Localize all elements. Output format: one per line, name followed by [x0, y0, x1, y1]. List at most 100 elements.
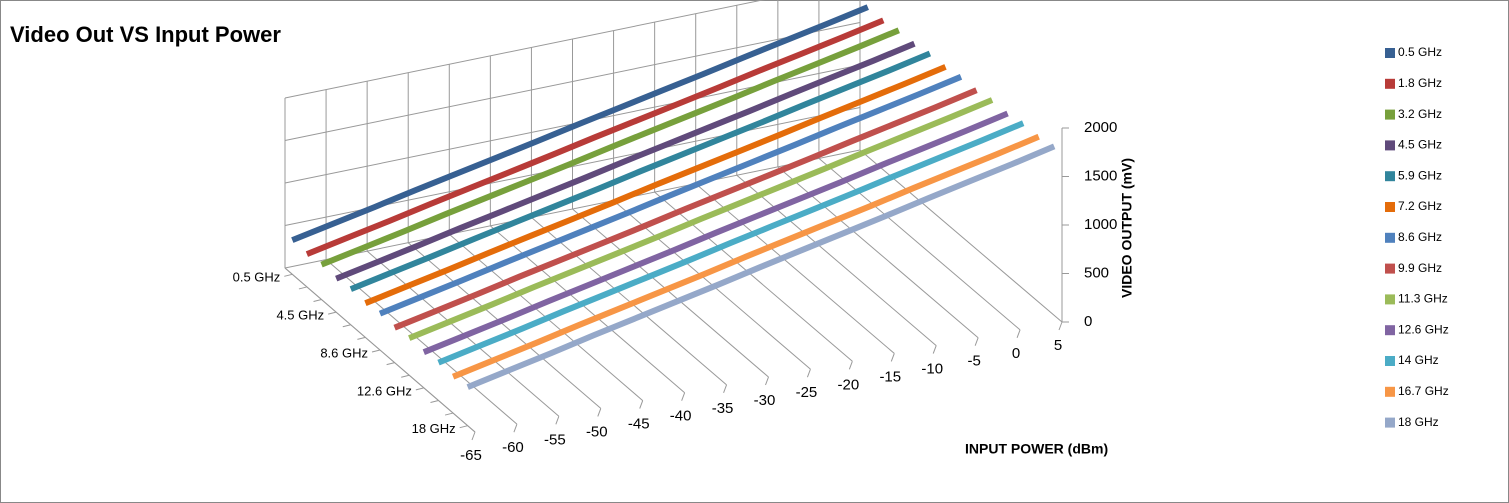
- series-line: [422, 110, 1009, 355]
- legend-label: 14 GHz: [1398, 353, 1439, 367]
- legend-label: 5.9 GHz: [1398, 168, 1442, 182]
- x-tick-mark: [848, 361, 853, 370]
- floor-grid-line: [572, 208, 769, 378]
- depth-tick-mark: [357, 336, 366, 340]
- depth-tick-mark: [313, 299, 322, 303]
- legend-swatch: [1385, 78, 1395, 89]
- series-line: [408, 97, 994, 341]
- floor-grid-line: [736, 174, 937, 346]
- y-axis-label: VIDEO OUTPUT (mV): [1119, 158, 1135, 298]
- legend-swatch: [1385, 48, 1395, 58]
- series-line: [451, 133, 1040, 380]
- legend-label: 4.5 GHz: [1398, 138, 1442, 152]
- series-line: [437, 120, 1025, 366]
- x-tick-label: -30: [754, 392, 776, 409]
- x-tick-label: -20: [838, 376, 860, 393]
- depth-tick-mark: [444, 412, 454, 416]
- legend-label: 3.2 GHz: [1398, 107, 1442, 121]
- x-tick-mark: [974, 337, 979, 346]
- depth-tick-mark: [459, 425, 468, 429]
- series-line: [393, 87, 978, 331]
- depth-tick-label: 18 GHz: [412, 421, 456, 436]
- depth-tick-mark: [284, 273, 293, 277]
- depth-tick-mark: [386, 362, 395, 366]
- x-tick-mark: [890, 353, 895, 362]
- y-tick-label: 2000: [1084, 119, 1117, 136]
- x-tick-label: 5: [1054, 337, 1062, 354]
- series-line: [378, 74, 963, 317]
- legend-swatch: [1385, 325, 1395, 336]
- floor-grid-line: [818, 158, 1021, 331]
- legend-swatch: [1385, 263, 1395, 274]
- legend-swatch: [1385, 140, 1395, 151]
- x-tick-label: -35: [712, 400, 734, 417]
- series-line: [320, 27, 900, 268]
- legend-swatch: [1385, 356, 1395, 366]
- depth-tick-mark: [401, 374, 410, 378]
- legend-label: 18 GHz: [1398, 415, 1439, 429]
- series-line: [305, 17, 885, 257]
- x-tick-mark: [555, 416, 560, 425]
- x-tick-label: -65: [460, 447, 482, 464]
- x-tick-mark: [597, 408, 602, 417]
- depth-tick-mark: [342, 324, 351, 328]
- depth-tick-label: 4.5 GHz: [276, 308, 324, 323]
- x-tick-label: -40: [670, 408, 692, 425]
- legend-label: 16.7 GHz: [1398, 384, 1449, 398]
- legend-swatch: [1385, 232, 1395, 243]
- x-tick-label: -15: [879, 368, 901, 385]
- legend-label: 9.9 GHz: [1398, 261, 1442, 275]
- legend-label: 0.5 GHz: [1398, 45, 1442, 59]
- x-tick-mark: [639, 400, 644, 409]
- legend-swatch: [1385, 417, 1395, 428]
- series-line: [364, 64, 947, 306]
- x-tick-mark: [765, 376, 769, 386]
- legend-label: 1.8 GHz: [1398, 76, 1442, 90]
- legend-swatch: [1385, 386, 1395, 397]
- series-line: [349, 50, 932, 292]
- depth-tick-label: 0.5 GHz: [233, 270, 281, 285]
- x-tick-label: -25: [796, 384, 818, 401]
- series-line: [466, 143, 1056, 390]
- x-axis-label: INPUT POWER (dBm): [965, 441, 1108, 457]
- legend-swatch: [1385, 109, 1395, 120]
- legend-label: 12.6 GHz: [1398, 322, 1449, 336]
- legend-swatch: [1385, 171, 1395, 182]
- x-tick-label: -50: [586, 423, 608, 440]
- x-tick-label: -45: [628, 416, 650, 433]
- x-tick-mark: [723, 384, 728, 394]
- legend-label: 7.2 GHz: [1398, 199, 1442, 213]
- legend-swatch: [1385, 202, 1395, 212]
- x-tick-label: -10: [921, 361, 943, 378]
- depth-tick-mark: [371, 349, 381, 353]
- grid: [284, 0, 1069, 441]
- y-tick-label: 1000: [1084, 216, 1117, 233]
- grid-line: [284, 22, 861, 141]
- x-tick-label: -60: [502, 439, 524, 456]
- depth-tick-mark: [430, 399, 439, 403]
- legend-label: 8.6 GHz: [1398, 230, 1442, 244]
- legend-swatch: [1385, 294, 1395, 305]
- series-line: [291, 4, 869, 243]
- x-tick-label: -55: [544, 431, 566, 448]
- x-tick-mark: [681, 392, 686, 401]
- x-tick-mark: [1016, 329, 1021, 339]
- floor-grid-line: [654, 191, 853, 362]
- y-tick-label: 1500: [1084, 167, 1117, 184]
- x-tick-mark: [513, 423, 518, 433]
- y-tick-label: 500: [1084, 264, 1109, 281]
- depth-tick-mark: [415, 387, 424, 391]
- x-tick-mark: [471, 431, 476, 441]
- floor-grid-line: [531, 217, 727, 386]
- series-line: [335, 40, 916, 282]
- x-tick-label: -5: [967, 353, 980, 370]
- depth-tick-label: 12.6 GHz: [357, 383, 412, 398]
- x-tick-label: 0: [1012, 345, 1020, 362]
- depth-tick-mark: [328, 311, 337, 315]
- x-tick-mark: [1058, 321, 1063, 331]
- depth-tick-mark: [298, 286, 308, 290]
- floor-grid-line: [695, 183, 895, 354]
- depth-tick-label: 8.6 GHz: [320, 345, 368, 360]
- grid-line: [284, 0, 766, 99]
